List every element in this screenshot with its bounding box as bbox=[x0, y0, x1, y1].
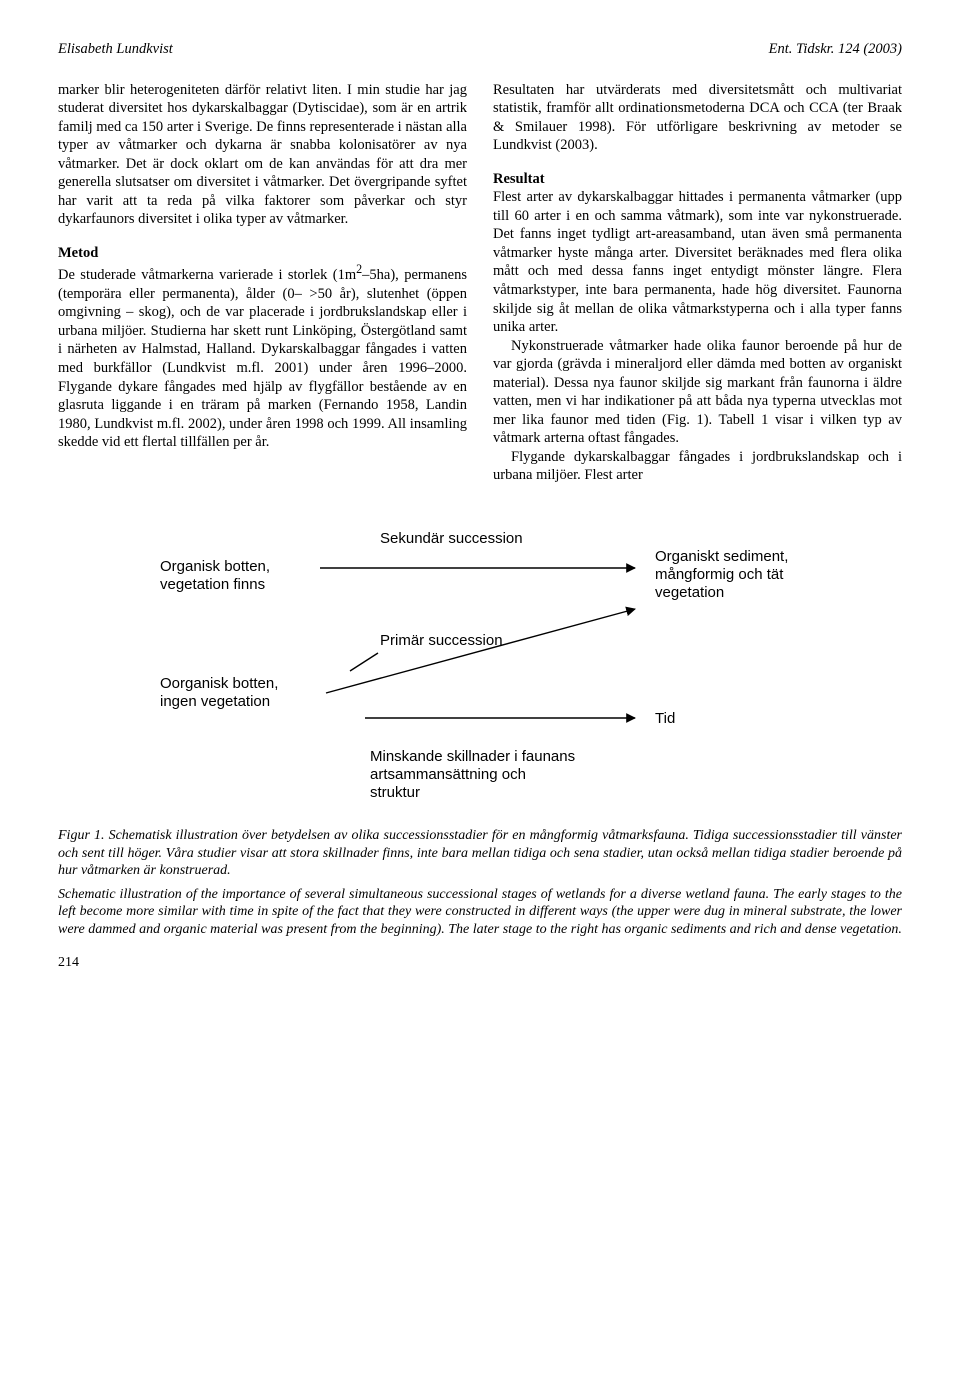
label-inorganic2: ingen vegetation bbox=[160, 693, 270, 710]
author-name: Elisabeth Lundkvist bbox=[58, 40, 173, 59]
label-primary-succession: Primär succession bbox=[380, 632, 503, 649]
label-secondary-succession: Sekundär succession bbox=[380, 530, 523, 547]
arrow-primary-tick bbox=[350, 653, 378, 671]
col2-para4: Flygande dykarskalbaggar fångades i jord… bbox=[493, 448, 902, 485]
label-organic-top1: Organisk botten, bbox=[160, 558, 270, 575]
label-diff3: struktur bbox=[370, 784, 420, 801]
col1-para2: De studerade våtmarkerna varierade i sto… bbox=[58, 262, 467, 451]
page-header: Elisabeth Lundkvist Ent. Tidskr. 124 (20… bbox=[58, 40, 902, 59]
col2-para1: Resultaten har utvärderats med diversite… bbox=[493, 81, 902, 155]
label-sediment1: Organiskt sediment, bbox=[655, 548, 788, 565]
label-sediment3: vegetation bbox=[655, 584, 724, 601]
heading-metod: Metod bbox=[58, 244, 467, 263]
col2-para3: Nykonstruerade våtmarker hade olika faun… bbox=[493, 337, 902, 448]
figure-svg-wrap: Organisk botten, vegetation finns Oorgan… bbox=[58, 513, 902, 813]
col1-para1: marker blir heterogeniteten därför relat… bbox=[58, 81, 467, 229]
label-inorganic1: Oorganisk botten, bbox=[160, 675, 278, 692]
label-tid: Tid bbox=[655, 710, 675, 727]
figure-1: Organisk botten, vegetation finns Oorgan… bbox=[58, 513, 902, 938]
arrow-primary-diag bbox=[326, 609, 635, 693]
succession-diagram: Organisk botten, vegetation finns Oorgan… bbox=[100, 513, 860, 813]
col2-para2: Flest arter av dykarskalbaggar hittades … bbox=[493, 188, 902, 336]
figure-caption-en: Schematic illustration of the importance… bbox=[58, 886, 902, 939]
label-organic-top2: vegetation finns bbox=[160, 576, 265, 593]
page-number: 214 bbox=[58, 954, 902, 972]
journal-ref: Ent. Tidskr. 124 (2003) bbox=[769, 40, 902, 59]
label-diff2: artsammansättning och bbox=[370, 766, 526, 783]
heading-resultat: Resultat bbox=[493, 170, 902, 189]
label-sediment2: mångformig och tät bbox=[655, 566, 784, 583]
label-diff1: Minskande skillnader i faunans bbox=[370, 748, 575, 765]
body-columns: marker blir heterogeniteten därför relat… bbox=[58, 81, 902, 485]
figure-caption-sv: Figur 1. Schematisk illustration över be… bbox=[58, 827, 902, 880]
